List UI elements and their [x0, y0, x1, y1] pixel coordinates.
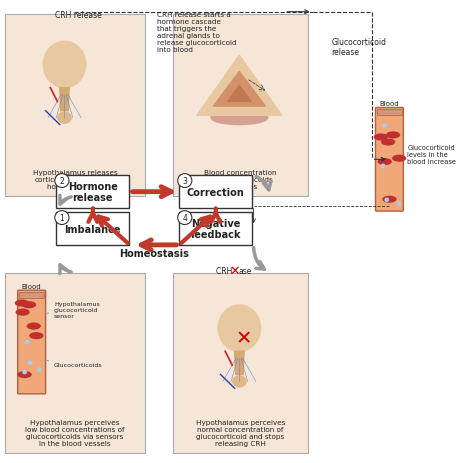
Circle shape: [55, 174, 69, 188]
Text: Hypothalamus perceives
normal concentration of
glucocorticoid and stops
releasin: Hypothalamus perceives normal concentrat…: [196, 419, 285, 446]
Text: 3: 3: [182, 177, 187, 186]
Text: Glucocorticoids: Glucocorticoids: [47, 361, 103, 367]
Circle shape: [28, 361, 33, 365]
Ellipse shape: [211, 112, 268, 125]
Circle shape: [383, 124, 387, 129]
Ellipse shape: [22, 301, 36, 309]
Ellipse shape: [386, 132, 400, 139]
Text: Blood concentration
of glucocorticoids
increases: Blood concentration of glucocorticoids i…: [204, 170, 277, 190]
Text: ✕: ✕: [229, 264, 240, 277]
Text: Blood: Blood: [22, 283, 41, 289]
Circle shape: [178, 211, 192, 225]
FancyBboxPatch shape: [5, 273, 145, 453]
FancyBboxPatch shape: [375, 108, 403, 212]
Circle shape: [397, 202, 401, 206]
Ellipse shape: [392, 155, 406, 163]
Polygon shape: [213, 72, 265, 107]
Text: Glucocorticoid
release: Glucocorticoid release: [331, 38, 386, 57]
Ellipse shape: [29, 332, 44, 339]
FancyBboxPatch shape: [179, 175, 252, 209]
Text: CRH release: CRH release: [55, 11, 102, 20]
Text: Homeostasis: Homeostasis: [119, 249, 189, 259]
Text: ✕: ✕: [236, 328, 252, 347]
Polygon shape: [228, 86, 251, 102]
Text: Correction: Correction: [187, 187, 245, 197]
Circle shape: [36, 368, 41, 372]
Text: Hypothalamus
glucocorticoid
sensor: Hypothalamus glucocorticoid sensor: [47, 301, 100, 318]
Text: Hypothalamus perceives
low blood concentrations of
glucocorticoids via sensors
i: Hypothalamus perceives low blood concent…: [26, 419, 125, 446]
Text: Glucocorticoid
levels in the
blood increase: Glucocorticoid levels in the blood incre…: [402, 145, 456, 165]
Text: Blood: Blood: [380, 101, 399, 107]
Polygon shape: [197, 56, 282, 116]
Circle shape: [384, 198, 389, 203]
Ellipse shape: [16, 309, 30, 316]
Text: ase: ase: [238, 266, 252, 275]
Ellipse shape: [378, 159, 392, 166]
Ellipse shape: [58, 113, 71, 124]
Text: Imbalance: Imbalance: [64, 224, 121, 234]
Ellipse shape: [27, 323, 41, 330]
Text: CRH release starts a
hormone cascade
that triggers the
adrenal glands to
release: CRH release starts a hormone cascade tha…: [156, 12, 236, 53]
Circle shape: [381, 164, 385, 169]
Circle shape: [55, 211, 69, 225]
FancyBboxPatch shape: [19, 292, 44, 299]
Ellipse shape: [15, 300, 29, 307]
Circle shape: [25, 340, 30, 345]
FancyBboxPatch shape: [173, 14, 308, 197]
Circle shape: [178, 174, 192, 188]
FancyBboxPatch shape: [179, 213, 252, 246]
Text: Hypothalamus releases
corticotropin-releasing
hormone (CRH): Hypothalamus releases corticotropin-rele…: [33, 169, 118, 190]
Text: Negative
feedback: Negative feedback: [191, 219, 241, 240]
Text: Hormone
release: Hormone release: [68, 181, 118, 203]
FancyBboxPatch shape: [18, 291, 46, 394]
Ellipse shape: [218, 306, 261, 351]
Ellipse shape: [43, 42, 86, 88]
FancyBboxPatch shape: [5, 14, 145, 197]
Ellipse shape: [18, 371, 32, 378]
FancyBboxPatch shape: [56, 175, 129, 209]
Polygon shape: [235, 351, 244, 375]
FancyBboxPatch shape: [56, 213, 129, 246]
Ellipse shape: [383, 196, 397, 203]
Circle shape: [22, 370, 27, 375]
Text: 1: 1: [60, 213, 64, 223]
Ellipse shape: [374, 134, 388, 141]
FancyBboxPatch shape: [173, 273, 308, 453]
Polygon shape: [60, 88, 69, 112]
Ellipse shape: [381, 139, 395, 146]
Ellipse shape: [233, 376, 246, 387]
Text: 4: 4: [182, 213, 187, 223]
Text: CRH: CRH: [216, 266, 235, 275]
FancyBboxPatch shape: [377, 110, 402, 116]
Text: 2: 2: [60, 177, 64, 186]
